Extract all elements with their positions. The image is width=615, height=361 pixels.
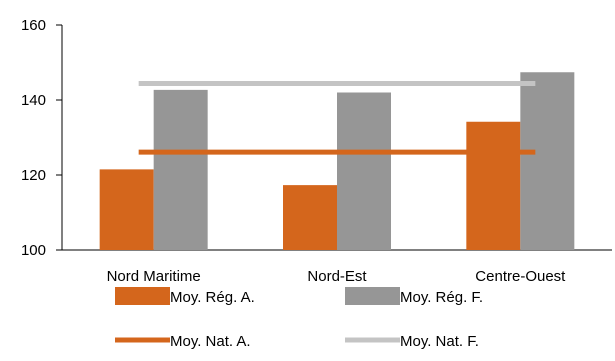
bars bbox=[99, 72, 575, 250]
legend-swatch-moy-reg-a bbox=[115, 287, 170, 305]
y-tick-label: 140 bbox=[21, 92, 46, 109]
legend-label-moy-reg-f: Moy. Rég. F. bbox=[400, 289, 483, 306]
bar-moy-reg-a-2 bbox=[466, 121, 521, 250]
bar-moy-reg-f-0 bbox=[153, 89, 208, 250]
legend-label-moy-nat-a: Moy. Nat. A. bbox=[170, 333, 251, 350]
x-tick-label: Nord Maritime bbox=[107, 268, 201, 285]
y-tick-label: 160 bbox=[21, 17, 46, 34]
legend-label-moy-nat-f: Moy. Nat. F. bbox=[400, 333, 479, 350]
bar-moy-reg-f-1 bbox=[337, 92, 391, 250]
x-tick-label: Centre-Ouest bbox=[475, 268, 566, 285]
reference-lines bbox=[138, 81, 536, 155]
y-tick-label: 100 bbox=[21, 242, 46, 259]
legend-swatch-moy-reg-f bbox=[345, 287, 400, 305]
y-tick-label: 120 bbox=[21, 167, 46, 184]
legend-label-moy-reg-a: Moy. Rég. A. bbox=[170, 289, 255, 306]
bar-moy-reg-f-2 bbox=[520, 72, 575, 250]
bar-moy-reg-a-1 bbox=[283, 185, 337, 250]
x-tick-label: Nord-Est bbox=[307, 268, 367, 285]
legend: Moy. Rég. A. Moy. Rég. F. Moy. Nat. A. Moy.… bbox=[115, 287, 483, 350]
bar-moy-reg-a-0 bbox=[99, 169, 154, 250]
